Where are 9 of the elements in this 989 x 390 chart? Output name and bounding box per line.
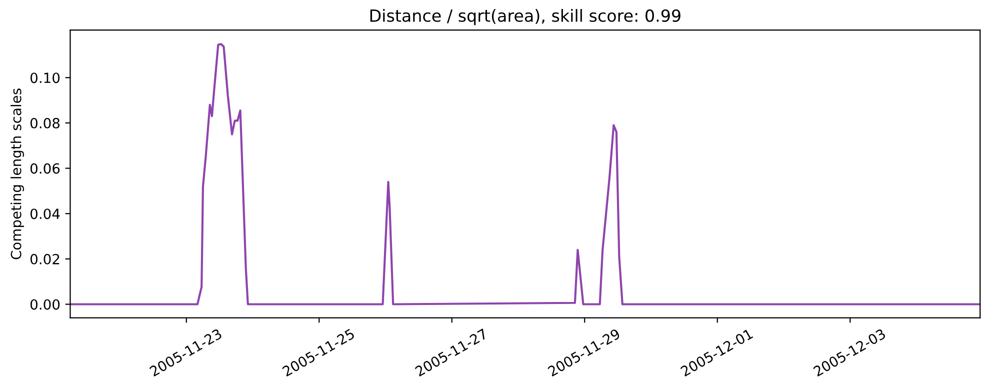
line-series (70, 43, 980, 306)
y-axis-title: Competing length scales (10, 88, 24, 260)
y-tick-label: 0.00 (30, 299, 60, 310)
y-tick-label: 0.10 (30, 72, 60, 84)
y-tick-label: 0.08 (30, 118, 60, 128)
y-tick-label: 0.02 (30, 254, 60, 264)
y-tick-label: 0.06 (30, 163, 60, 174)
y-tick-label: 0.04 (30, 208, 60, 220)
chart-title: Distance / sqrt(area), skill score: 0.99 (370, 9, 680, 26)
